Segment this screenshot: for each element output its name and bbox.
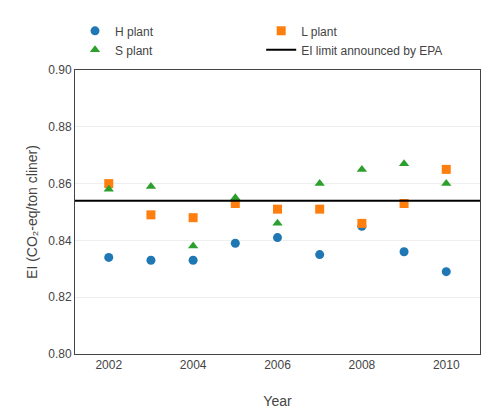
svg-text:2006: 2006 [264,358,291,372]
svg-text:0.88: 0.88 [48,120,72,134]
svg-text:0.80: 0.80 [48,347,72,361]
svg-text:S plant: S plant [115,44,153,58]
svg-text:EI limit announced by EPA: EI limit announced by EPA [301,44,442,58]
svg-text:2008: 2008 [349,358,376,372]
svg-text:Year: Year [263,393,292,409]
svg-text:0.82: 0.82 [48,290,72,304]
svg-text:H plant: H plant [115,25,154,39]
svg-text:0.84: 0.84 [48,234,72,248]
svg-text:0.86: 0.86 [48,177,72,191]
svg-text:2010: 2010 [433,358,460,372]
svg-text:2002: 2002 [95,358,122,372]
svg-text:EI (CO₂-eq/ton cliner): EI (CO₂-eq/ton cliner) [24,145,40,279]
svg-text:0.90: 0.90 [48,63,72,77]
svg-text:L plant: L plant [301,25,337,39]
svg-text:2004: 2004 [180,358,207,372]
